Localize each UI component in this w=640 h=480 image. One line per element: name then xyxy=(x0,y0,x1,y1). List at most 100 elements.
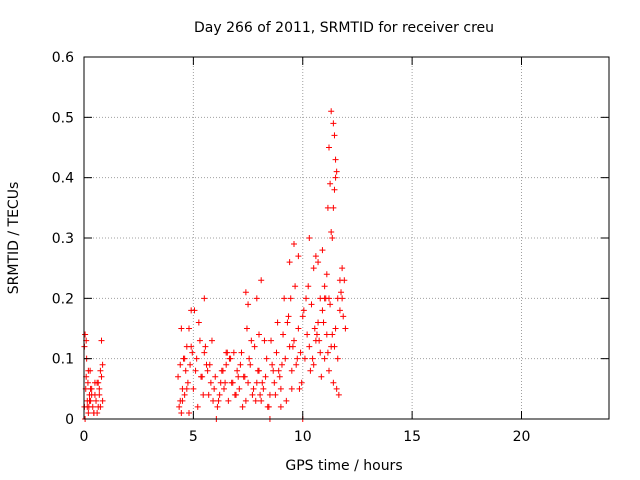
data-point xyxy=(304,331,311,338)
data-point xyxy=(175,373,182,380)
data-point xyxy=(305,283,312,290)
data-point xyxy=(297,349,304,356)
data-point xyxy=(243,325,250,332)
data-point xyxy=(272,391,279,398)
data-point xyxy=(288,367,295,374)
data-point xyxy=(317,349,324,356)
data-point xyxy=(214,403,221,410)
data-point xyxy=(96,391,103,398)
data-point xyxy=(277,385,284,392)
data-point xyxy=(332,174,339,181)
data-point xyxy=(303,295,310,302)
data-point xyxy=(216,391,223,398)
data-point xyxy=(194,403,201,410)
data-point xyxy=(242,397,249,404)
data-point xyxy=(260,385,267,392)
data-point xyxy=(223,349,230,356)
data-point xyxy=(319,247,326,254)
data-point xyxy=(271,379,278,386)
data-point xyxy=(228,379,235,386)
chart-title: Day 266 of 2011, SRMTID for receiver cre… xyxy=(194,20,494,36)
data-point xyxy=(211,385,218,392)
data-point xyxy=(307,367,314,374)
data-point xyxy=(308,301,315,308)
data-point xyxy=(291,337,297,344)
data-point xyxy=(196,337,203,344)
data-point xyxy=(270,367,277,374)
data-point xyxy=(338,289,345,296)
data-point xyxy=(286,259,293,266)
data-point xyxy=(192,367,199,374)
data-point xyxy=(219,367,226,374)
data-point xyxy=(183,385,190,392)
data-point xyxy=(87,385,94,392)
data-point xyxy=(230,349,237,356)
data-point xyxy=(190,385,197,392)
x-tick-label: 10 xyxy=(294,429,312,445)
data-point xyxy=(201,349,208,356)
data-point xyxy=(319,307,326,314)
x-tick-label: 20 xyxy=(513,429,531,445)
data-point xyxy=(289,343,296,350)
data-point xyxy=(202,343,209,350)
data-point xyxy=(285,313,292,320)
data-point xyxy=(89,403,96,410)
axis-ticks: 0 5 10 15 20 0 0.1 0.2 0.3 0.4 0.5 0.6 xyxy=(52,50,609,445)
data-point xyxy=(293,361,300,368)
data-point xyxy=(212,373,219,380)
data-point xyxy=(313,331,320,338)
data-point xyxy=(191,307,198,314)
data-point xyxy=(288,385,295,392)
data-point xyxy=(315,259,322,266)
data-point xyxy=(88,391,95,398)
grid xyxy=(84,57,609,419)
x-tick-label: 5 xyxy=(189,429,198,445)
data-point xyxy=(256,331,262,338)
data-point xyxy=(226,355,233,362)
data-point xyxy=(225,397,232,404)
data-point xyxy=(283,397,290,404)
data-point xyxy=(248,337,255,344)
data-point xyxy=(287,295,294,302)
data-point xyxy=(242,289,249,296)
data-point xyxy=(205,391,212,398)
data-point xyxy=(234,367,241,374)
data-point xyxy=(258,277,265,284)
data-point xyxy=(294,355,301,362)
data-point xyxy=(189,349,196,356)
data-point xyxy=(182,367,189,374)
data-point xyxy=(94,409,101,416)
data-point xyxy=(328,108,335,115)
data-point xyxy=(93,397,100,404)
data-point xyxy=(86,397,93,404)
data-point xyxy=(223,361,230,368)
data-point xyxy=(330,120,337,127)
data-point xyxy=(238,349,245,356)
data-point xyxy=(259,379,266,386)
data-point xyxy=(253,295,260,302)
data-point xyxy=(276,373,283,380)
data-point xyxy=(340,313,347,320)
data-point xyxy=(316,337,323,344)
data-point xyxy=(254,367,261,374)
data-point xyxy=(84,403,91,410)
x-axis-label: GPS time / hours xyxy=(285,458,402,474)
data-point xyxy=(186,409,192,416)
data-point xyxy=(252,397,259,404)
data-point xyxy=(263,355,270,362)
data-point xyxy=(253,379,260,386)
data-point xyxy=(321,355,328,362)
data-point xyxy=(265,403,272,410)
data-point xyxy=(321,295,328,302)
x-tick-label: 0 xyxy=(80,429,89,445)
data-points xyxy=(81,108,349,422)
data-point xyxy=(292,283,299,290)
data-point xyxy=(330,204,337,211)
data-point xyxy=(186,325,192,332)
data-point xyxy=(310,265,317,272)
data-point xyxy=(210,397,217,404)
data-point xyxy=(329,331,336,338)
data-point xyxy=(336,307,343,314)
data-point xyxy=(85,409,92,416)
